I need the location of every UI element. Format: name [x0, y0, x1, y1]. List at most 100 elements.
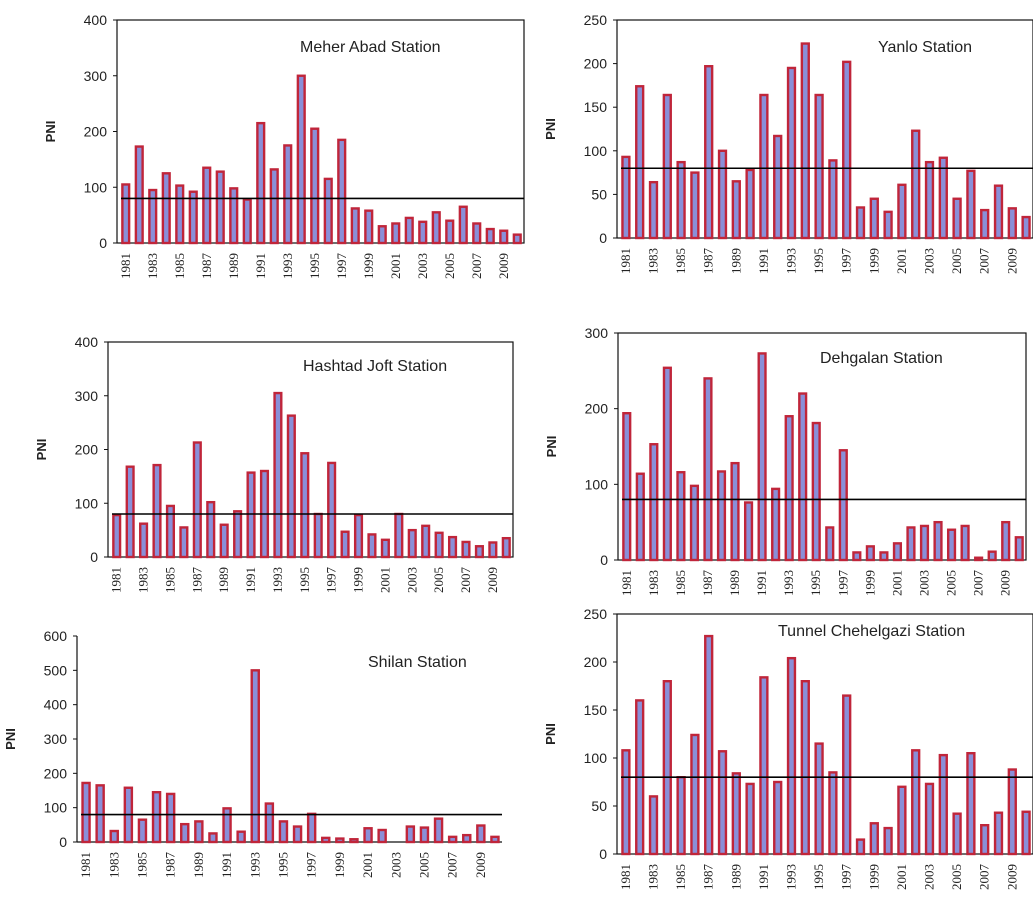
bar	[269, 168, 279, 245]
bar	[883, 210, 893, 240]
bar	[897, 183, 907, 240]
bar	[690, 171, 700, 240]
bar	[188, 190, 198, 245]
bar	[786, 656, 797, 856]
bar	[966, 752, 976, 856]
bar	[179, 526, 189, 559]
x-tick-label: 1989	[728, 864, 743, 890]
bar	[731, 180, 741, 240]
bar	[879, 551, 889, 562]
bar	[407, 528, 417, 559]
x-tick-label: 1995	[808, 570, 823, 596]
bar	[1007, 768, 1017, 856]
bar	[264, 802, 275, 844]
x-tick-label: 1983	[136, 567, 151, 593]
x-tick-label: 2007	[977, 864, 992, 891]
bar	[757, 352, 767, 562]
bar	[192, 441, 202, 559]
bar	[869, 197, 879, 240]
bar	[286, 414, 296, 559]
x-tick-label: 2001	[360, 852, 375, 878]
y-tick-label: 200	[584, 654, 608, 670]
bar	[139, 522, 149, 559]
bar	[273, 391, 283, 559]
bar	[208, 832, 218, 844]
x-tick-label: 2009	[998, 570, 1013, 596]
x-tick-label: 2007	[977, 248, 992, 275]
x-tick-label: 2005	[944, 570, 959, 596]
x-tick-label: 1993	[280, 253, 295, 279]
x-tick-label: 2003	[415, 253, 430, 279]
bar	[828, 771, 838, 856]
bar	[300, 452, 310, 559]
bar	[418, 220, 428, 245]
bar	[743, 501, 754, 562]
chart-title: Shilan Station	[368, 654, 467, 671]
bar	[855, 206, 866, 240]
bar	[462, 833, 472, 844]
x-tick-label: 1993	[784, 864, 799, 890]
x-tick-label: 2001	[894, 864, 909, 890]
bar	[137, 818, 148, 844]
bar	[635, 85, 645, 240]
bar	[717, 149, 728, 240]
bar	[499, 229, 509, 245]
bar	[773, 134, 783, 240]
bar	[622, 412, 632, 562]
y-tick-label: 100	[584, 750, 608, 766]
x-tick-label: 1999	[361, 253, 376, 279]
bar	[993, 184, 1004, 240]
x-tick-label: 2005	[431, 567, 446, 593]
bar	[869, 822, 879, 856]
x-tick-label: 1993	[784, 248, 799, 274]
bar	[704, 634, 714, 856]
bar	[380, 538, 390, 559]
chart-panel: 0 100 200 300 400 PNI 1981 1983 1985 1987 1989 1991…	[43, 12, 525, 279]
chart-title: Meher Abad Station	[300, 39, 441, 56]
bar	[911, 749, 921, 856]
plot-frame	[617, 332, 1027, 561]
x-tick-label: 1989	[216, 567, 231, 593]
bar	[377, 225, 387, 245]
bar	[703, 377, 713, 562]
y-tick-label: 0	[59, 834, 67, 850]
bar	[350, 207, 360, 245]
bar	[938, 156, 948, 240]
bar	[731, 772, 741, 856]
bar	[306, 812, 317, 844]
bar	[95, 784, 105, 844]
x-tick-label: 1995	[307, 253, 322, 279]
bar	[717, 750, 728, 856]
bar	[363, 827, 373, 844]
bar	[759, 93, 769, 240]
bar	[919, 524, 930, 562]
bar	[800, 42, 810, 240]
x-tick-label: 1991	[253, 253, 268, 279]
bar	[745, 168, 755, 240]
chart-title: Yanlo Station	[878, 39, 972, 56]
bar	[924, 782, 935, 856]
bar	[445, 219, 455, 245]
bar	[980, 208, 990, 240]
y-tick-label: 400	[84, 12, 108, 28]
bar	[730, 461, 740, 562]
x-tick-label: 1995	[275, 852, 290, 878]
y-tick-label: 600	[44, 628, 68, 644]
bar	[476, 824, 486, 844]
chart-panel: 0 100 200 300 400 PNI 1981 1983 1985 1987 1989 1991…	[34, 334, 514, 593]
bar	[1007, 207, 1017, 240]
x-tick-label: 2009	[1004, 864, 1019, 890]
x-tick-label: 1997	[835, 570, 850, 597]
y-tick-label: 0	[90, 549, 98, 565]
chart-title: Dehgalan Station	[820, 350, 943, 367]
bar	[883, 826, 893, 856]
bar	[784, 415, 794, 562]
bar	[649, 443, 659, 562]
x-tick-label: 2003	[404, 567, 419, 593]
x-tick-label: 1999	[351, 567, 366, 593]
y-tick-label: 0	[99, 235, 107, 251]
bar	[296, 74, 306, 245]
bar	[367, 533, 377, 559]
y-tick-label: 400	[44, 697, 68, 713]
